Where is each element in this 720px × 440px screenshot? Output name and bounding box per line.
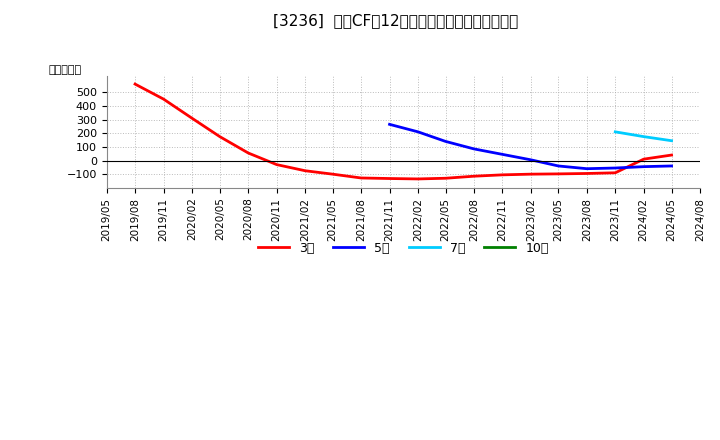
Legend: 3年, 5年, 7年, 10年: 3年, 5年, 7年, 10年 — [253, 237, 554, 260]
Line: 7年: 7年 — [616, 132, 672, 141]
Y-axis label: （百万円）: （百万円） — [48, 65, 81, 75]
Line: 3年: 3年 — [135, 84, 672, 179]
Line: 5年: 5年 — [390, 125, 672, 169]
Text: [3236]  投資CFの12か月移動合計の平均値の推移: [3236] 投資CFの12か月移動合計の平均値の推移 — [274, 13, 518, 28]
